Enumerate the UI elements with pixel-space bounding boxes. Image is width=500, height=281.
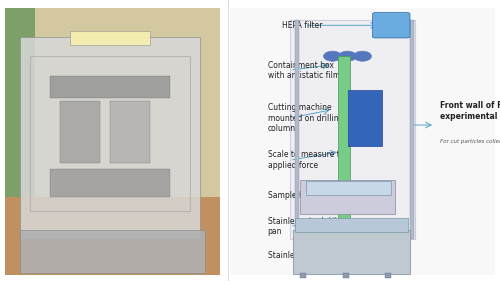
FancyBboxPatch shape xyxy=(385,273,391,278)
FancyBboxPatch shape xyxy=(292,230,410,274)
FancyBboxPatch shape xyxy=(348,90,382,146)
FancyBboxPatch shape xyxy=(60,101,100,163)
FancyBboxPatch shape xyxy=(300,180,395,214)
FancyBboxPatch shape xyxy=(372,13,410,38)
FancyBboxPatch shape xyxy=(20,230,205,273)
Circle shape xyxy=(354,51,372,61)
Circle shape xyxy=(338,51,356,61)
FancyBboxPatch shape xyxy=(290,20,415,239)
Circle shape xyxy=(324,51,342,61)
FancyBboxPatch shape xyxy=(230,8,495,275)
Text: Stainless steel frame: Stainless steel frame xyxy=(268,251,348,260)
Text: Scale to measure the
applied force: Scale to measure the applied force xyxy=(268,150,349,170)
FancyBboxPatch shape xyxy=(50,76,170,98)
FancyBboxPatch shape xyxy=(20,37,200,239)
FancyBboxPatch shape xyxy=(338,56,350,219)
FancyBboxPatch shape xyxy=(50,169,170,197)
FancyBboxPatch shape xyxy=(295,20,299,239)
FancyBboxPatch shape xyxy=(5,8,35,197)
FancyBboxPatch shape xyxy=(5,8,220,197)
FancyBboxPatch shape xyxy=(70,31,150,45)
Text: Stainless steel drip
pan: Stainless steel drip pan xyxy=(268,216,341,236)
FancyBboxPatch shape xyxy=(300,273,306,278)
FancyBboxPatch shape xyxy=(342,273,348,278)
Text: Sample held on a vice: Sample held on a vice xyxy=(268,191,352,200)
FancyBboxPatch shape xyxy=(110,101,150,163)
FancyBboxPatch shape xyxy=(5,8,220,275)
Text: For cut particles collection and analysis: For cut particles collection and analysi… xyxy=(440,139,500,144)
Text: Containment box
with antistatic film: Containment box with antistatic film xyxy=(268,60,340,80)
Text: Front wall of FUJISAN
experimental set-up: Front wall of FUJISAN experimental set-u… xyxy=(440,101,500,121)
FancyBboxPatch shape xyxy=(295,218,408,232)
FancyBboxPatch shape xyxy=(306,181,391,195)
Text: Cutting machine
mounted on drilling
column: Cutting machine mounted on drilling colu… xyxy=(268,103,343,133)
FancyBboxPatch shape xyxy=(5,197,220,275)
FancyBboxPatch shape xyxy=(410,20,414,239)
Text: HEPA filter: HEPA filter xyxy=(282,21,323,30)
